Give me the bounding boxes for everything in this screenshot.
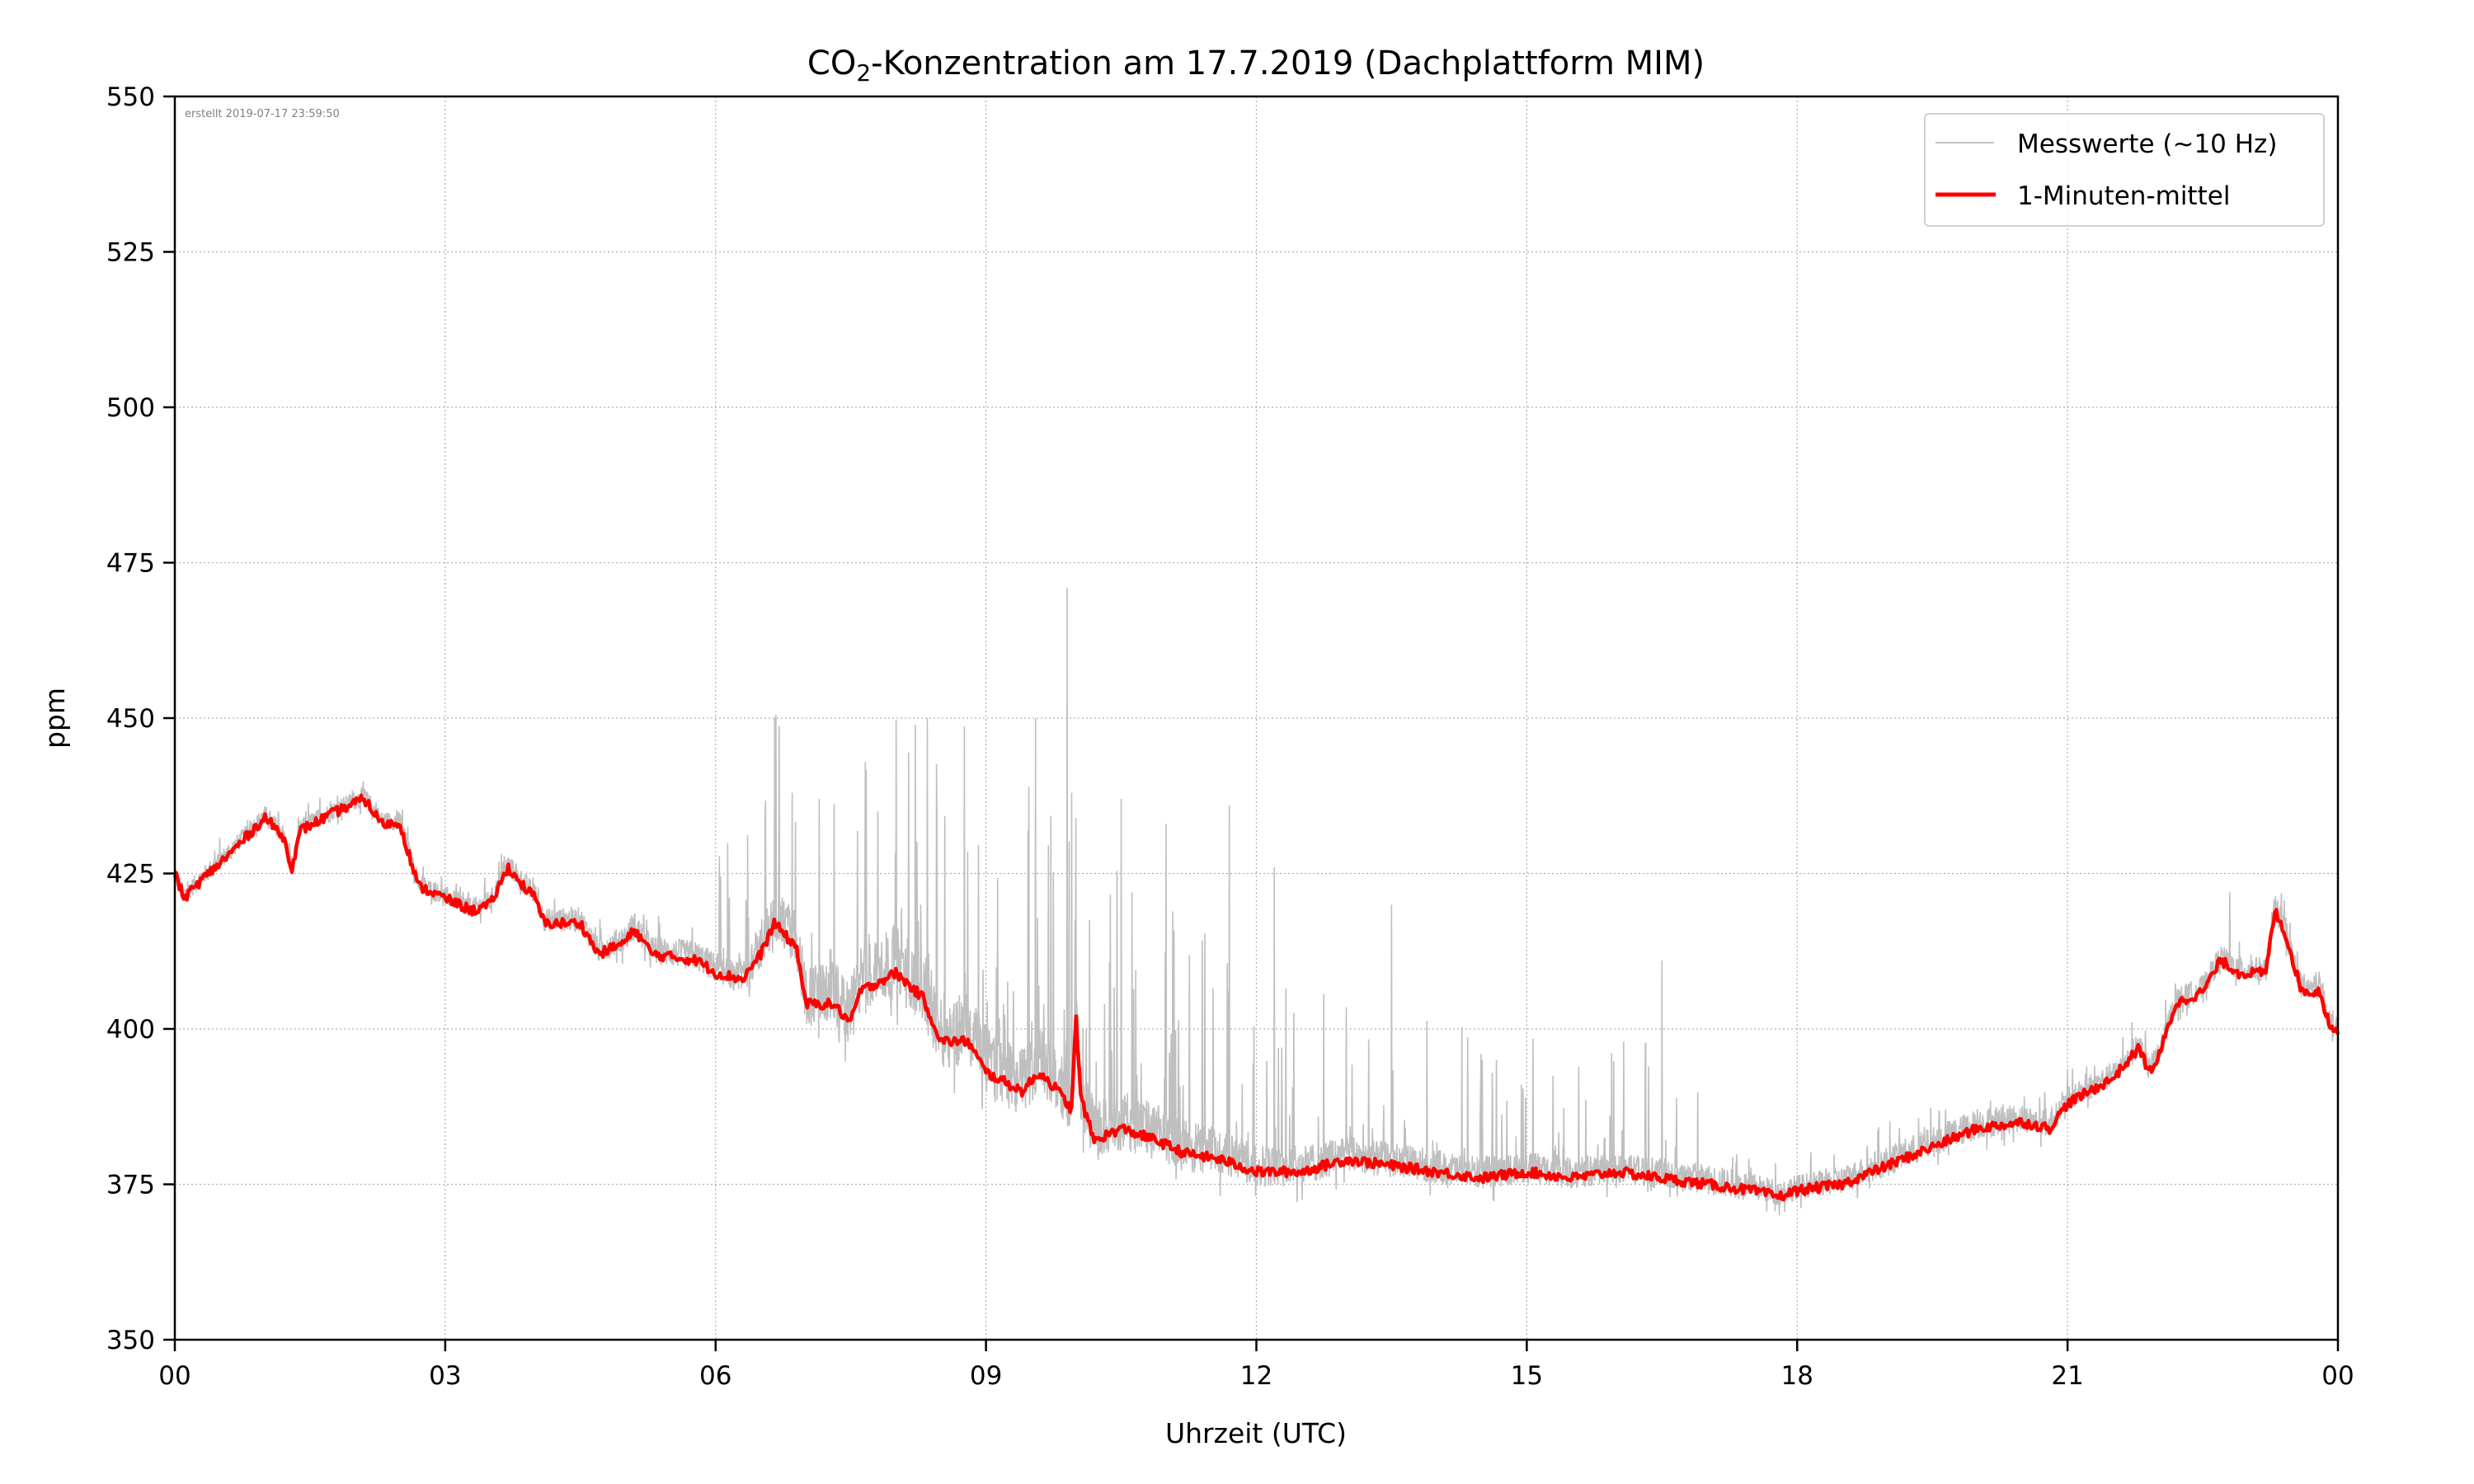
x-tick-label: 21: [2051, 1361, 2083, 1391]
y-tick-label: 450: [106, 704, 155, 734]
x-tick-label: 18: [1781, 1361, 1813, 1391]
chart-title: CO2-Konzentration am 17.7.2019 (Dachplat…: [807, 45, 1705, 87]
x-tick-label: 00: [158, 1361, 190, 1391]
x-tick-label: 15: [1511, 1361, 1543, 1391]
legend-box: [1924, 113, 2325, 227]
x-tick-label: 09: [970, 1361, 1002, 1391]
one-minute-mean-line: [172, 793, 2340, 1202]
y-tick-label: 475: [106, 549, 155, 579]
x-tick-label: 03: [429, 1361, 461, 1391]
legend-label-mean: 1-Minuten-mittel: [2017, 181, 2230, 211]
y-tick-label: 425: [106, 860, 155, 890]
grid-lines: [175, 96, 2338, 1340]
y-tick-label: 550: [106, 82, 155, 112]
y-tick-label: 525: [106, 238, 155, 268]
y-tick-label: 375: [106, 1171, 155, 1200]
x-tick-label: 06: [699, 1361, 731, 1391]
y-tick-label: 400: [106, 1015, 155, 1045]
x-axis-ticks: 00 03 06 09 12 15 18 21 00: [158, 1340, 2354, 1391]
y-tick-label: 500: [106, 393, 155, 423]
x-tick-label: 00: [2321, 1361, 2354, 1391]
legend: Messwerte (~10 Hz) 1-Minuten-mittel: [1924, 113, 2325, 227]
y-axis-label: ppm: [39, 688, 71, 749]
title-subscript: 2: [856, 59, 871, 87]
x-tick-label: 12: [1240, 1361, 1272, 1391]
mean-series: [172, 793, 2340, 1202]
creation-annotation: erstellt 2019-07-17 23:59:50: [185, 108, 340, 120]
y-tick-label: 350: [106, 1326, 155, 1355]
legend-label-raw: Messwerte (~10 Hz): [2017, 129, 2277, 159]
y-axis-ticks: 350 375 400 425 450 475 500 525 550: [106, 82, 175, 1355]
x-axis-label: Uhrzeit (UTC): [1165, 1417, 1347, 1449]
